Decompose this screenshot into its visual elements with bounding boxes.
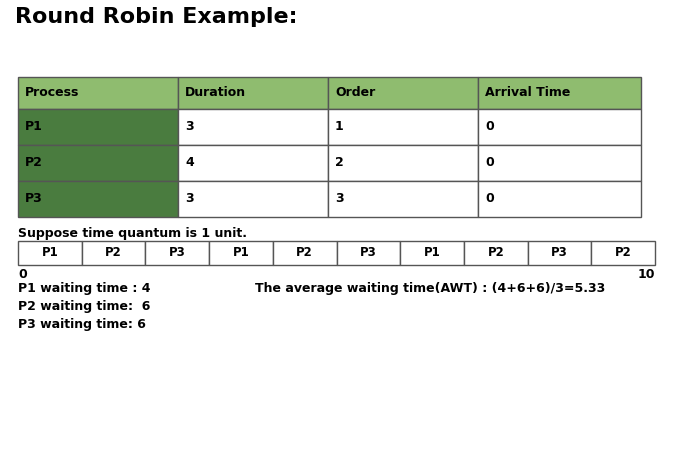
Text: P1 waiting time : 4: P1 waiting time : 4 xyxy=(18,282,150,295)
Text: 2: 2 xyxy=(335,156,344,170)
Text: 10: 10 xyxy=(638,268,655,281)
FancyBboxPatch shape xyxy=(328,109,478,145)
Text: P2: P2 xyxy=(25,156,43,170)
FancyBboxPatch shape xyxy=(328,181,478,217)
FancyBboxPatch shape xyxy=(273,241,337,265)
Text: P3: P3 xyxy=(360,247,376,260)
Text: Duration: Duration xyxy=(185,86,246,99)
Text: 4: 4 xyxy=(185,156,194,170)
Text: P1: P1 xyxy=(233,247,249,260)
FancyBboxPatch shape xyxy=(328,145,478,181)
FancyBboxPatch shape xyxy=(178,145,328,181)
FancyBboxPatch shape xyxy=(178,181,328,217)
FancyBboxPatch shape xyxy=(528,241,592,265)
FancyBboxPatch shape xyxy=(209,241,273,265)
Text: P1: P1 xyxy=(41,247,58,260)
FancyBboxPatch shape xyxy=(18,181,178,217)
Text: P2: P2 xyxy=(615,247,631,260)
Text: P3 waiting time: 6: P3 waiting time: 6 xyxy=(18,318,146,331)
FancyBboxPatch shape xyxy=(328,77,478,109)
Text: Arrival Time: Arrival Time xyxy=(485,86,570,99)
Text: P1: P1 xyxy=(25,120,43,134)
FancyBboxPatch shape xyxy=(592,241,655,265)
FancyBboxPatch shape xyxy=(464,241,528,265)
Text: 0: 0 xyxy=(18,268,27,281)
FancyBboxPatch shape xyxy=(478,181,641,217)
Text: P1: P1 xyxy=(424,247,440,260)
Text: P2: P2 xyxy=(105,247,122,260)
Text: P2: P2 xyxy=(487,247,504,260)
Text: Process: Process xyxy=(25,86,80,99)
FancyBboxPatch shape xyxy=(18,109,178,145)
Text: 0: 0 xyxy=(485,120,494,134)
FancyBboxPatch shape xyxy=(337,241,401,265)
Text: 0: 0 xyxy=(485,192,494,205)
FancyBboxPatch shape xyxy=(178,109,328,145)
Text: The average waiting time(AWT) : (4+6+6)/3=5.33: The average waiting time(AWT) : (4+6+6)/… xyxy=(255,282,605,295)
Text: P3: P3 xyxy=(25,192,43,205)
FancyBboxPatch shape xyxy=(178,77,328,109)
Text: 3: 3 xyxy=(185,192,194,205)
Text: 3: 3 xyxy=(185,120,194,134)
Text: 3: 3 xyxy=(335,192,344,205)
Text: Order: Order xyxy=(335,86,375,99)
Text: P2 waiting time:  6: P2 waiting time: 6 xyxy=(18,300,150,313)
Text: P3: P3 xyxy=(169,247,185,260)
FancyBboxPatch shape xyxy=(478,109,641,145)
Text: P3: P3 xyxy=(551,247,568,260)
FancyBboxPatch shape xyxy=(18,241,82,265)
Text: 0: 0 xyxy=(485,156,494,170)
FancyBboxPatch shape xyxy=(18,145,178,181)
FancyBboxPatch shape xyxy=(82,241,146,265)
Text: Round Robin Example:: Round Robin Example: xyxy=(15,7,297,27)
Text: 1: 1 xyxy=(335,120,344,134)
FancyBboxPatch shape xyxy=(478,145,641,181)
FancyBboxPatch shape xyxy=(146,241,209,265)
Text: P2: P2 xyxy=(296,247,313,260)
FancyBboxPatch shape xyxy=(478,77,641,109)
FancyBboxPatch shape xyxy=(18,77,178,109)
FancyBboxPatch shape xyxy=(401,241,464,265)
Text: Suppose time quantum is 1 unit.: Suppose time quantum is 1 unit. xyxy=(18,227,247,240)
